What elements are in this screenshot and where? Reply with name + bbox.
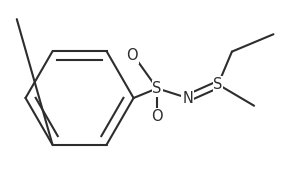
Text: O: O [151, 109, 163, 124]
Text: S: S [213, 77, 223, 92]
Text: N: N [182, 91, 193, 105]
Text: O: O [126, 48, 138, 63]
Text: S: S [152, 81, 162, 96]
